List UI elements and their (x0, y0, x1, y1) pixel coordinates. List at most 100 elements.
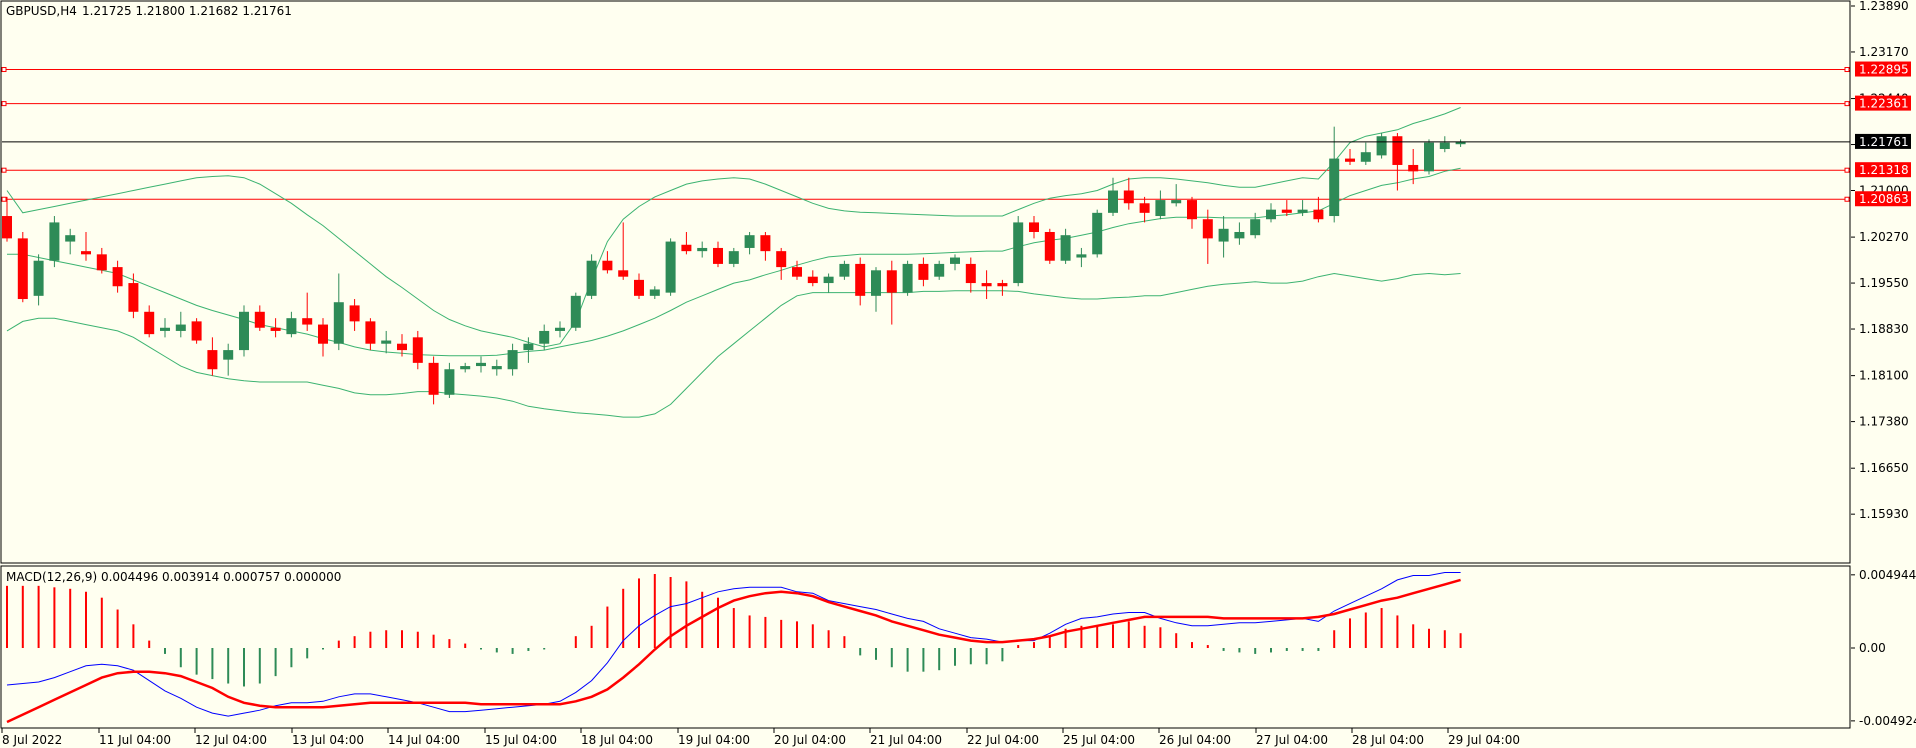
candle-body (1202, 219, 1213, 239)
time-tick-label: 22 Jul 04:00 (967, 733, 1039, 747)
candle-body (381, 340, 392, 344)
candle-body (207, 350, 218, 370)
candle-body (112, 267, 123, 287)
candle-body (823, 276, 834, 284)
candle-body (160, 327, 170, 331)
bollinger-lower (6, 272, 1461, 418)
level-handle-left (1, 101, 7, 107)
candle-body (1013, 222, 1024, 284)
candle-body (333, 302, 344, 344)
time-tick-label: 15 Jul 04:00 (485, 733, 557, 747)
candle-body (523, 343, 534, 351)
candle-body (681, 244, 692, 252)
candle-body (586, 260, 597, 296)
candle-body (239, 311, 249, 351)
level-handle-right (1844, 196, 1850, 202)
time-tick-label: 14 Jul 04:00 (388, 733, 460, 747)
candle-body (1108, 190, 1118, 213)
candlesticks (2, 126, 1466, 405)
candle-body (444, 369, 455, 395)
time-tick-label: 25 Jul 04:00 (1063, 733, 1135, 747)
level-handle-right (1844, 67, 1850, 73)
ohlc-label: 1.21725 1.21800 1.21682 1.21761 (82, 4, 292, 18)
time-tick-label: 13 Jul 04:00 (292, 733, 364, 747)
candle-body (1455, 141, 1466, 145)
macd-lines (6, 572, 1461, 724)
macd-signal-line (6, 578, 1461, 724)
macd-main-line (6, 572, 1461, 717)
candle-body (1329, 158, 1340, 217)
candle-body (776, 251, 787, 268)
candle-body (254, 311, 265, 328)
candle-body (981, 283, 992, 287)
candle-body (1155, 200, 1166, 217)
candle-body (634, 279, 644, 296)
candle-body (397, 343, 407, 351)
level-handle-left (1, 196, 7, 202)
time-tick-label: 28 Jul 04:00 (1352, 733, 1424, 747)
candle-body (807, 276, 818, 284)
candle-body (950, 257, 960, 264)
macd-axis: 0.004944 0.00 -0.004924 (1851, 568, 1916, 728)
candle-body (1044, 231, 1055, 261)
candle-body (665, 241, 676, 293)
time-tick-label: 12 Jul 04:00 (195, 733, 267, 747)
candle-body (871, 270, 881, 296)
candle-body (223, 350, 234, 360)
level-price-label: 1.21318 (1859, 163, 1909, 177)
candle-body (1281, 209, 1292, 213)
time-tick-label: 29 Jul 04:00 (1448, 733, 1520, 747)
current-price-line: 1.21761 (2, 133, 1911, 149)
candle-body (934, 263, 945, 277)
candle-body (302, 318, 313, 325)
macd-tick-label: -0.004924 (1859, 714, 1916, 728)
macd-panel[interactable] (0, 565, 1851, 729)
candle-body (855, 263, 866, 296)
level-price-tag (1855, 61, 1911, 77)
price-tick-label: 1.23890 (1859, 0, 1909, 13)
macd-tick-label: 0.004944 (1859, 568, 1916, 582)
candle-body (460, 366, 471, 370)
horizontal-levels[interactable]: 1.22895 1.22361 1.21318 1.20863 (1, 61, 1911, 207)
candle-body (144, 311, 155, 335)
price-tick-label: 1.17380 (1859, 415, 1909, 429)
time-tick-label: 11 Jul 04:00 (99, 733, 171, 747)
candle-body (697, 247, 708, 252)
level-price-label: 1.22361 (1859, 97, 1909, 111)
candle-body (491, 366, 502, 370)
candle-body (1439, 142, 1450, 150)
candle-body (728, 251, 739, 264)
candle-body (618, 270, 629, 277)
level-price-label: 1.20863 (1859, 192, 1909, 206)
bid-price-tag (1855, 133, 1911, 149)
candle-body (744, 235, 755, 248)
bollinger-middle (7, 167, 1461, 357)
candle-body (1092, 212, 1103, 255)
candle-body (175, 324, 186, 331)
price-tick-label: 1.19550 (1859, 276, 1909, 290)
candle-body (602, 260, 613, 271)
price-tick-label: 1.15930 (1859, 507, 1909, 521)
candle-body (1234, 231, 1245, 239)
price-tick-label: 1.23170 (1859, 45, 1909, 59)
level-price-tag (1855, 191, 1911, 207)
time-axis: 8 Jul 2022 11 Jul 04:00 12 Jul 04:00 13 Jul… (1, 728, 1520, 747)
candle-body (1376, 136, 1387, 156)
candle-body (365, 321, 376, 344)
time-tick-label: 20 Jul 04:00 (774, 733, 846, 747)
candle-body (1392, 136, 1403, 165)
candle-body (2, 216, 12, 239)
price-panel[interactable] (0, 0, 1851, 564)
candle-body (1029, 222, 1039, 232)
candle-body (476, 362, 486, 367)
time-tick-label: 27 Jul 04:00 (1256, 733, 1328, 747)
candle-body (918, 263, 929, 280)
level-handle-right (1844, 167, 1850, 173)
candle-body (713, 247, 723, 264)
candle-body (649, 289, 660, 296)
macd-tick-label: 0.00 (1859, 641, 1886, 655)
candle-body (1424, 142, 1434, 172)
candle-body (1187, 200, 1197, 220)
